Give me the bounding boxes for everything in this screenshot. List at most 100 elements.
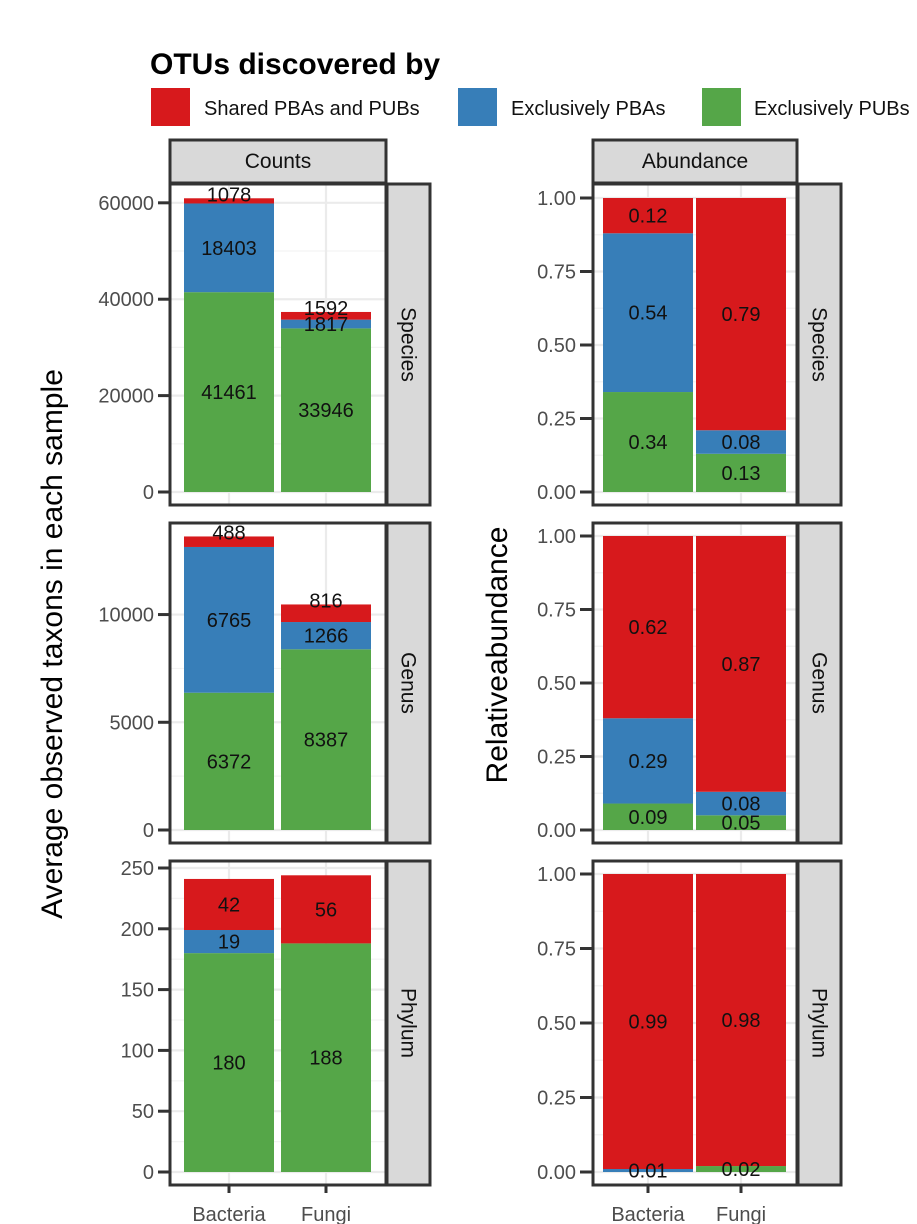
- bar-segment: [696, 791, 786, 816]
- row-strip-label: Species: [808, 307, 831, 382]
- bar-segment: [281, 875, 371, 944]
- bar-segment: [696, 874, 786, 1167]
- x-tick-label: Fungi: [716, 1204, 766, 1224]
- bar-segment: [281, 622, 371, 650]
- bar-label: 0.79: [722, 304, 761, 326]
- y-tick-label: 0.25: [537, 747, 576, 769]
- bar-segment: [603, 536, 693, 719]
- y-tick-label: 0.00: [537, 820, 576, 842]
- row-strip-label: Species: [397, 307, 420, 382]
- column-strip-label: Counts: [245, 150, 312, 173]
- y-tick-label: 0.75: [537, 262, 576, 284]
- y-tick-label: 0.75: [537, 939, 576, 961]
- bar-segment: [184, 546, 274, 693]
- y-tick-label: 0: [143, 482, 154, 504]
- legend-title: OTUs discovered by: [150, 48, 440, 81]
- y-tick-label: 60000: [98, 193, 154, 215]
- bar-label: 0.87: [722, 654, 761, 676]
- column-strip: [591, 138, 799, 185]
- y-tick-label: 0.50: [537, 1013, 576, 1035]
- panel-genus: 6372 6765 488 8387 1266 816 Genus 0 5000 10000: [98, 521, 432, 845]
- row-strip: [796, 859, 843, 1187]
- y-tick-label: 1.00: [537, 188, 576, 210]
- row-strip: [796, 182, 843, 507]
- bar-segment: [603, 1169, 693, 1172]
- row-strip-label: Genus: [397, 652, 420, 714]
- y-tick-label: 0.50: [537, 673, 576, 695]
- legend-key: [702, 88, 741, 126]
- facet-column-abundance: Abundance 0.34 0.54 0.12 0.13 0.08 0.79 Species…: [481, 138, 843, 1224]
- bar-label: 6765: [207, 610, 252, 632]
- x-tick-label: Bacteria: [192, 1204, 266, 1224]
- panel-phylum: 180 19 42 188 56 Phylum 0 50 100 150 200 250: [121, 858, 432, 1187]
- bar-label: 33946: [298, 400, 354, 422]
- bar-segment: [696, 198, 786, 431]
- bar-segment: [696, 1166, 786, 1172]
- y-tick-label: 0.25: [537, 1088, 576, 1110]
- row-strip: [385, 859, 432, 1187]
- bar-label: 816: [309, 590, 342, 612]
- panel-species: 0.34 0.54 0.12 0.13 0.08 0.79 Species 0.00 0.25 0…: [537, 182, 843, 507]
- bar-label: 8387: [304, 730, 349, 752]
- y-axis-title: Relativeabundance: [481, 527, 514, 784]
- bar-segment: [184, 198, 274, 204]
- bar-segment: [184, 878, 274, 931]
- bar-label: 180: [212, 1053, 245, 1075]
- bar-label: 0.62: [629, 617, 668, 639]
- bar-label: 1266: [304, 626, 349, 648]
- y-tick-label: 0.00: [537, 482, 576, 504]
- bar-segment: [696, 453, 786, 492]
- y-tick-label: 0.75: [537, 600, 576, 622]
- y-tick-label: 40000: [98, 289, 154, 311]
- bar-label: 0.09: [629, 807, 668, 829]
- bar-label: 0.99: [629, 1012, 668, 1034]
- y-tick-label: 10000: [98, 605, 154, 627]
- bar-label: 18403: [201, 238, 257, 260]
- bar-segment: [184, 930, 274, 954]
- legend-key: [458, 88, 497, 126]
- bar-segment: [281, 328, 371, 492]
- x-tick-label: Bacteria: [611, 1204, 685, 1224]
- bar-segment: [281, 943, 371, 1172]
- bar-label: 188: [309, 1048, 342, 1070]
- bar-label: 0.54: [629, 303, 668, 325]
- row-strip-label: Phylum: [808, 988, 831, 1058]
- bar-segment: [696, 536, 786, 792]
- bar-label: 41461: [201, 382, 257, 404]
- bar-label: 0.12: [629, 206, 668, 228]
- bar-segment: [184, 953, 274, 1172]
- y-tick-label: 0.25: [537, 409, 576, 431]
- bar-label: 0.08: [722, 794, 761, 816]
- row-strip: [385, 182, 432, 507]
- bar-segment: [281, 649, 371, 830]
- bar-label: 0.13: [722, 463, 761, 485]
- bar-label: 0.34: [629, 432, 668, 454]
- bar-segment: [603, 874, 693, 1170]
- bar-label: 19: [218, 932, 240, 954]
- legend-label: Exclusively PUBs: [754, 98, 910, 120]
- row-strip-label: Phylum: [397, 988, 420, 1058]
- legend-label: Shared PBAs and PUBs: [204, 98, 420, 120]
- panel-phylum: 0.01 0.99 0.02 0.98 Phylum 0.00 0.25 0.50 0.75 1.…: [537, 859, 843, 1187]
- x-tick-label: Fungi: [301, 1204, 351, 1224]
- row-strip-label: Genus: [808, 652, 831, 714]
- bar-segment: [184, 692, 274, 830]
- bar-label: 1078: [207, 184, 252, 206]
- bar-segment: [184, 292, 274, 492]
- bar-segment: [603, 233, 693, 393]
- y-tick-label: 50: [132, 1101, 154, 1123]
- y-tick-label: 250: [121, 858, 154, 880]
- bar-segment: [281, 311, 371, 320]
- bar-segment: [696, 430, 786, 454]
- y-tick-label: 1.00: [537, 526, 576, 548]
- bar-label: 0.05: [722, 813, 761, 835]
- y-tick-label: 100: [121, 1040, 154, 1062]
- row-strip: [385, 521, 432, 845]
- y-tick-label: 200: [121, 919, 154, 941]
- bar-label: 0.98: [722, 1010, 761, 1032]
- y-tick-label: 0: [143, 1162, 154, 1184]
